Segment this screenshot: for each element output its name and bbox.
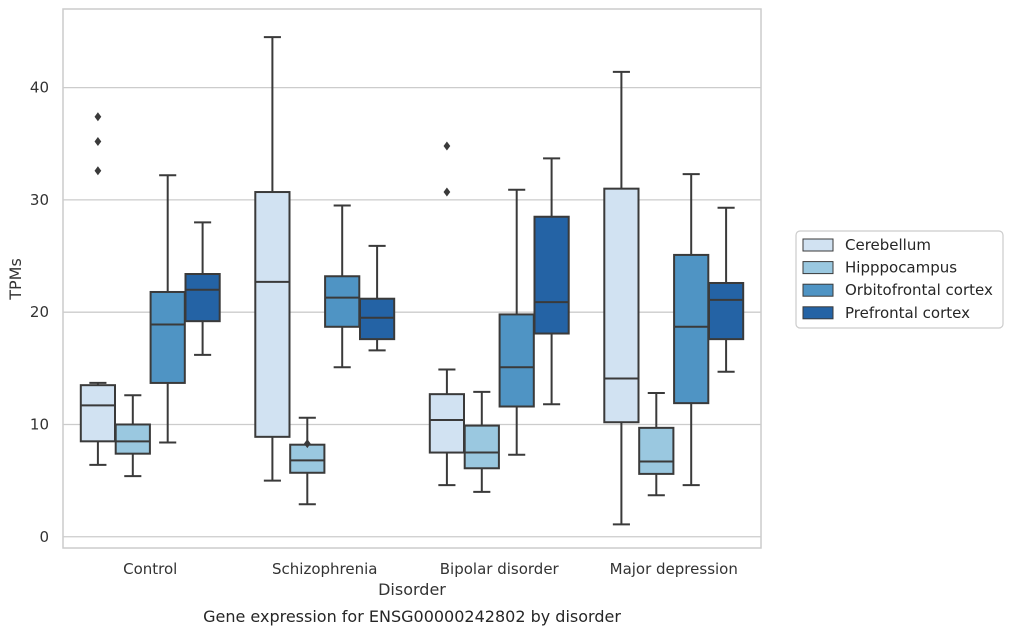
x-tick-labels: Control Schizophrenia Bipolar disorder Majo… bbox=[123, 560, 738, 578]
box-body bbox=[79, 384, 117, 443]
y-tick-label: 30 bbox=[30, 191, 49, 209]
box-cerebellum-schizophrenia bbox=[254, 36, 291, 482]
x-tick-label: Schizophrenia bbox=[272, 560, 377, 578]
box-body bbox=[707, 281, 745, 341]
legend-label: Cerebellum bbox=[845, 236, 931, 254]
box-body bbox=[603, 187, 640, 424]
outlier-point bbox=[443, 187, 451, 197]
chart-caption: Gene expression for ENSG00000242802 by d… bbox=[203, 607, 621, 626]
box-prefrontal-cortex-major-depression bbox=[707, 206, 745, 373]
box-body bbox=[324, 275, 361, 328]
legend-label: Orbitofrontal cortex bbox=[845, 281, 993, 299]
outlier-point bbox=[94, 137, 102, 147]
box-cerebellum-bipolar-disorder bbox=[428, 141, 466, 487]
box-orbitofrontal-cortex-schizophrenia bbox=[324, 204, 361, 369]
legend-swatch bbox=[802, 306, 834, 320]
y-tick-label: 10 bbox=[30, 415, 49, 433]
box-body bbox=[533, 215, 570, 335]
box-body bbox=[149, 290, 186, 384]
y-tick-labels: 0 10 20 30 40 bbox=[30, 79, 49, 546]
legend-frame bbox=[795, 230, 1004, 329]
box-body bbox=[184, 273, 221, 323]
box-orbitofrontal-cortex-control bbox=[149, 174, 186, 444]
y-tick-label: 40 bbox=[30, 79, 49, 97]
box-cerebellum-control bbox=[79, 112, 117, 466]
x-tick-label: Bipolar disorder bbox=[440, 560, 560, 578]
x-axis-title: Disorder bbox=[378, 580, 446, 599]
box-series-layer bbox=[79, 36, 745, 526]
box-prefrontal-cortex-bipolar-disorder bbox=[533, 157, 570, 406]
box-body bbox=[254, 191, 291, 438]
outlier-point bbox=[303, 439, 311, 449]
box-cerebellum-major-depression bbox=[603, 70, 640, 526]
outlier-point bbox=[443, 141, 451, 151]
legend-swatch bbox=[802, 283, 834, 297]
box-orbitofrontal-cortex-major-depression bbox=[673, 173, 710, 487]
box-prefrontal-cortex-control bbox=[184, 221, 221, 356]
box-body bbox=[289, 443, 326, 474]
y-axis-title: TPMs bbox=[6, 258, 25, 301]
box-body bbox=[358, 297, 396, 341]
y-tick-label: 0 bbox=[39, 528, 49, 546]
y-tick-label: 20 bbox=[30, 303, 49, 321]
box-orbitofrontal-cortex-bipolar-disorder bbox=[498, 188, 535, 456]
legend-label: Prefrontal cortex bbox=[845, 304, 970, 322]
box-hipppocampus-schizophrenia bbox=[289, 416, 326, 506]
box-body bbox=[428, 393, 466, 454]
box-hipppocampus-bipolar-disorder bbox=[463, 390, 500, 493]
box-hipppocampus-control bbox=[114, 394, 151, 478]
legend-swatch bbox=[802, 261, 834, 275]
box-hipppocampus-major-depression bbox=[638, 392, 675, 497]
plot-area-frame bbox=[62, 8, 762, 549]
legend-label: Hipppocampus bbox=[845, 259, 957, 277]
box-body bbox=[638, 426, 675, 475]
box-body bbox=[463, 424, 500, 470]
box-body bbox=[673, 253, 710, 405]
outlier-point bbox=[94, 112, 102, 122]
x-tick-label: Major depression bbox=[610, 560, 738, 578]
legend: Cerebellum Hipppocampus Orbitofrontal cort… bbox=[795, 230, 1004, 329]
box-body bbox=[498, 313, 535, 408]
box-prefrontal-cortex-schizophrenia bbox=[358, 244, 396, 352]
legend-swatch bbox=[802, 238, 834, 252]
box-body bbox=[114, 423, 151, 455]
x-tick-label: Control bbox=[123, 560, 177, 578]
outlier-point bbox=[94, 166, 102, 176]
